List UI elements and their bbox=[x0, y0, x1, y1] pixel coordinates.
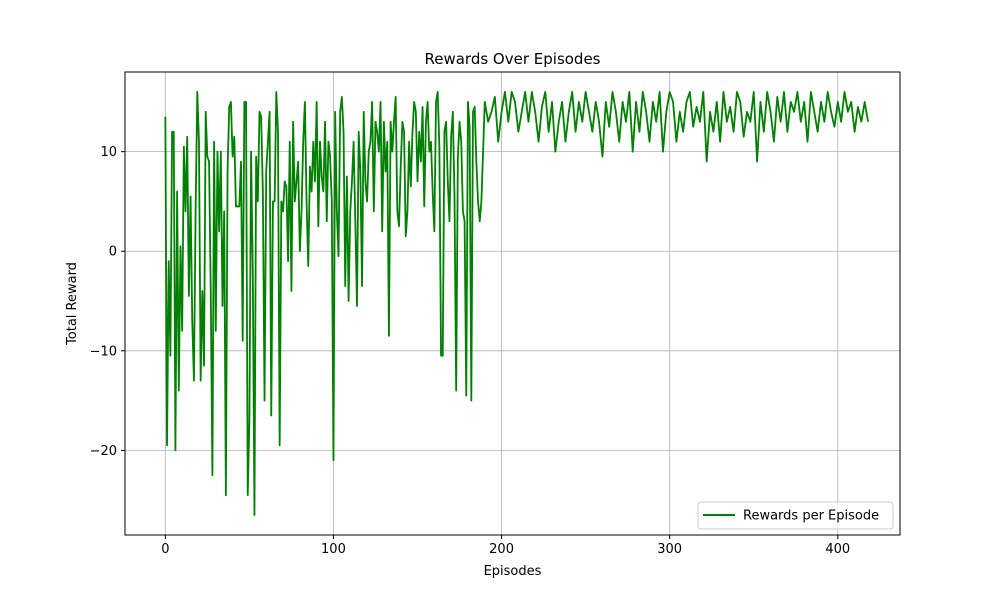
x-tick-label: 100 bbox=[321, 542, 346, 557]
y-tick-label: 10 bbox=[100, 145, 117, 160]
x-tick-label: 200 bbox=[489, 542, 514, 557]
x-tick-label: 400 bbox=[825, 542, 850, 557]
ticks: 0 100 200 300 400 −20 −10 0 10 bbox=[90, 145, 851, 557]
legend: Rewards per Episode bbox=[697, 501, 894, 530]
plot-frame bbox=[124, 71, 901, 536]
y-tick-label: −20 bbox=[90, 444, 117, 459]
x-tick-label: 300 bbox=[657, 542, 682, 557]
y-axis-title: Total Reward bbox=[65, 262, 80, 346]
series-line-0 bbox=[164, 91, 869, 516]
legend-label: Rewards per Episode bbox=[743, 509, 879, 524]
legend-box bbox=[697, 501, 894, 530]
chart-title: Rewards Over Episodes bbox=[424, 50, 600, 68]
y-tick-label: −10 bbox=[90, 344, 117, 359]
x-axis-title: Episodes bbox=[484, 564, 542, 579]
y-tick-label: 0 bbox=[109, 245, 117, 260]
x-tick-label: 0 bbox=[161, 542, 169, 557]
series-layer bbox=[164, 91, 869, 516]
